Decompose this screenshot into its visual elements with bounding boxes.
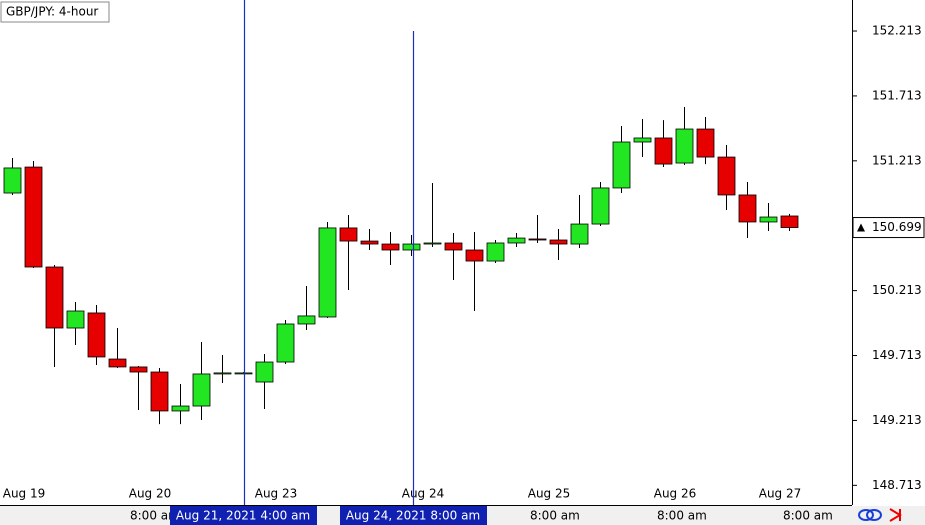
candle-body — [465, 249, 484, 262]
x-tick-label: Aug 26 — [654, 487, 697, 501]
x-tick-label: Aug 24 — [402, 487, 445, 501]
x-tick-label: Aug 23 — [255, 487, 298, 501]
candle-body — [3, 167, 22, 194]
chart-title: GBP/JPY: 4-hour — [6, 5, 98, 19]
y-tick-label: 152.213 — [872, 24, 922, 38]
end-icon[interactable] — [889, 508, 902, 522]
time-label: 8:00 am — [130, 509, 180, 523]
candle-body — [297, 315, 316, 325]
time-label: 8:00 am — [783, 509, 833, 523]
candle-body — [486, 242, 505, 262]
crosshair-label: Aug 24, 2021 8:00 am — [346, 509, 480, 523]
candle-body — [66, 310, 85, 329]
y-tick-label: 151.213 — [872, 153, 922, 167]
last-price-label: 150.699 — [872, 220, 922, 234]
y-tick-label: 150.213 — [872, 283, 922, 297]
candle-body — [255, 361, 274, 383]
candle-body — [45, 266, 64, 329]
candle-body — [780, 215, 799, 228]
toolbar-icons[interactable] — [858, 508, 902, 522]
link-icon[interactable] — [858, 509, 874, 521]
candle-body — [444, 242, 463, 251]
crosshair-label-box — [340, 506, 487, 525]
x-tick-label: Aug 20 — [129, 487, 172, 501]
candle-body — [507, 237, 526, 244]
y-tick-label: 151.713 — [872, 88, 922, 102]
candle-body — [24, 166, 43, 268]
candle-body — [570, 223, 589, 245]
candle-body — [591, 187, 610, 225]
candle-body — [150, 371, 169, 412]
last-price-arrow — [857, 223, 865, 232]
x-tick-label: Aug 27 — [759, 487, 802, 501]
title-box — [0, 1, 110, 23]
y-tick-label: 149.213 — [872, 413, 922, 427]
candle-body — [549, 239, 568, 245]
candle-body — [633, 137, 652, 143]
crosshair-label: Aug 21, 2021 4:00 am — [176, 509, 310, 523]
candle-body — [759, 216, 778, 223]
last-price-box — [852, 217, 925, 239]
link-icon-2[interactable] — [866, 509, 882, 521]
plot-area — [3, 106, 799, 425]
candle-body — [423, 242, 442, 245]
candle-body — [381, 243, 400, 251]
y-tick-label: 148.713 — [872, 478, 922, 492]
candle-body — [87, 312, 106, 358]
x-tick-label: Aug 19 — [3, 487, 46, 501]
candle-body — [360, 240, 379, 245]
candle-body — [696, 128, 715, 158]
crosshair-label-box — [170, 506, 317, 525]
x-tick-label: Aug 25 — [528, 487, 571, 501]
candle-body — [192, 373, 211, 407]
candle-body — [675, 128, 694, 164]
candle-body — [717, 156, 736, 196]
candle-body — [108, 358, 127, 368]
candle-body — [171, 405, 190, 412]
y-tick-label: 149.713 — [872, 348, 922, 362]
candle-body — [129, 366, 148, 373]
time-label: 8:00 am — [530, 509, 580, 523]
candle-body — [528, 238, 547, 241]
candle-body — [318, 227, 337, 318]
time-label: 8:00 am — [657, 509, 707, 523]
candle-body — [213, 372, 232, 375]
candle-body — [276, 323, 295, 363]
candle-body — [339, 227, 358, 242]
candle-body — [234, 372, 253, 375]
candle-body — [402, 243, 421, 251]
candle-body — [612, 141, 631, 189]
candle-body — [654, 137, 673, 165]
candle-body — [738, 194, 757, 223]
